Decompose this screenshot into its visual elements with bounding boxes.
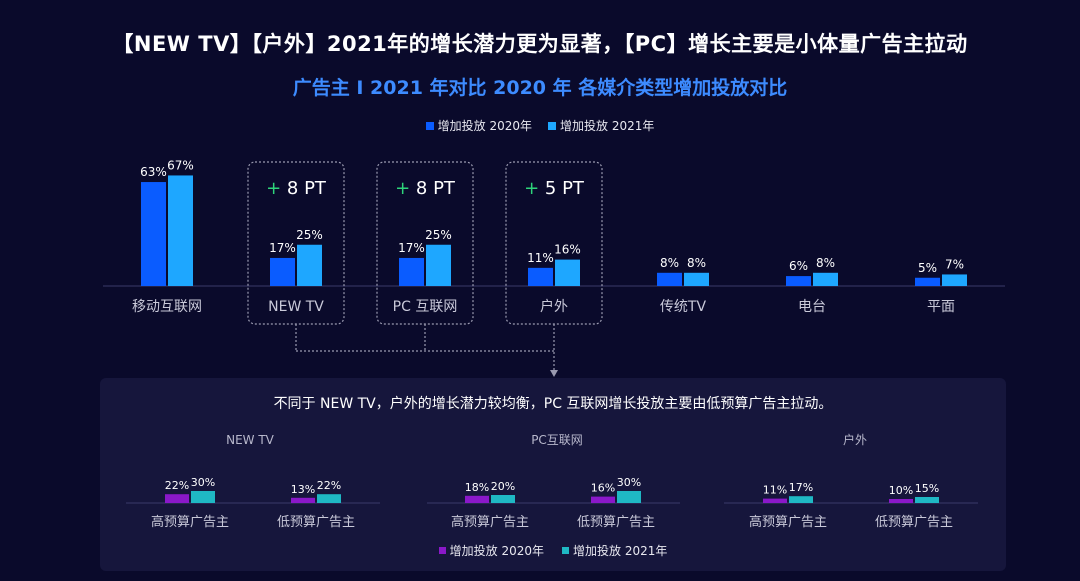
bar-2020-6 (915, 277, 940, 286)
connector-arrowhead (550, 370, 558, 377)
data-label-2021-3: 16% (554, 243, 581, 257)
bar-2021-0 (168, 175, 193, 286)
legend-swatch-2020 (425, 121, 434, 130)
category-label-5: 电台 (798, 299, 826, 315)
growth-annotation-3: + 5 PT (524, 178, 585, 199)
category-label-4: 传统TV (660, 299, 707, 315)
growth-value: 8 PT (287, 178, 327, 199)
bar-2021-6 (942, 274, 967, 286)
bar-2021-3 (555, 259, 580, 286)
data-label-2021-0: 67% (167, 158, 194, 172)
bar-2020-5 (786, 276, 811, 286)
legend-label-2021: 增加投放 2021年 (560, 119, 655, 133)
category-label-6: 平面 (927, 299, 955, 315)
chart-subtitle: 广告主 I 2021 年对比 2020 年 各媒介类型增加投放对比 (292, 77, 788, 99)
detail-legend-swatch-2020 (438, 547, 446, 554)
legend-label-2020: 增加投放 2020年 (437, 119, 532, 133)
bar-2020-1 (270, 257, 295, 286)
bar-2021-4 (684, 272, 709, 286)
growth-value: 5 PT (545, 178, 585, 199)
growth-plus-sign: + (266, 178, 287, 199)
detail-legend-item-2021: 增加投放 2021年 (562, 542, 667, 559)
bar-2021-5 (813, 272, 838, 286)
detail-legend-swatch-2021 (562, 547, 569, 554)
page-title: 【NEW TV】【户外】2021年的增长潜力更为显著，【PC】增长主要是小体量广… (112, 32, 968, 56)
category-label-1: NEW TV (268, 299, 324, 315)
bar-2021-2 (426, 244, 451, 286)
growth-value: 8 PT (416, 178, 456, 199)
data-label-2020-2: 17% (398, 241, 425, 255)
data-label-2020-1: 17% (269, 241, 296, 255)
detail-legend-label-2021: 增加投放 2021年 (573, 544, 668, 558)
bar-2020-4 (657, 272, 682, 286)
growth-plus-sign: + (395, 178, 416, 199)
detail-legend-item-2020: 增加投放 2020年 (438, 542, 544, 559)
detail-legend-label-2020: 增加投放 2020年 (449, 544, 544, 558)
data-label-2021-2: 25% (425, 228, 452, 242)
category-label-0: 移动互联网 (132, 299, 202, 315)
legend-swatch-2021 (548, 121, 556, 130)
detail-panel (100, 378, 1006, 571)
data-label-2021-1: 25% (296, 228, 323, 242)
growth-annotation-2: + 8 PT (395, 178, 456, 199)
bar-2020-0 (141, 182, 166, 286)
data-label-2020-4: 8% (660, 256, 679, 270)
data-label-2020-3: 11% (527, 251, 554, 265)
category-label-3: 户外 (540, 298, 568, 315)
bar-2021-1 (297, 244, 322, 286)
main-legend: 增加投放 2020年 增加投放 2021年 (0, 117, 1080, 134)
data-label-2021-4: 8% (687, 256, 706, 270)
detail-panel-title: 不同于 NEW TV，户外的增长潜力较均衡，PC 互联网增长投放主要由低预算广告… (273, 396, 833, 412)
legend-item-2020: 增加投放 2020年 (425, 117, 532, 134)
data-label-2020-6: 5% (918, 261, 937, 275)
data-label-2021-5: 8% (816, 256, 835, 270)
data-label-2020-0: 63% (140, 165, 167, 179)
bar-2020-2 (399, 257, 424, 286)
data-label-2020-5: 6% (789, 259, 808, 273)
detail-legend: 增加投放 2020年 增加投放 2021年 (100, 542, 1006, 559)
growth-plus-sign: + (524, 178, 545, 199)
legend-item-2021: 增加投放 2021年 (548, 117, 654, 134)
data-label-2021-6: 7% (945, 257, 964, 271)
growth-annotation-1: + 8 PT (266, 178, 327, 199)
category-label-2: PC 互联网 (393, 299, 458, 315)
bar-2020-3 (528, 267, 553, 286)
